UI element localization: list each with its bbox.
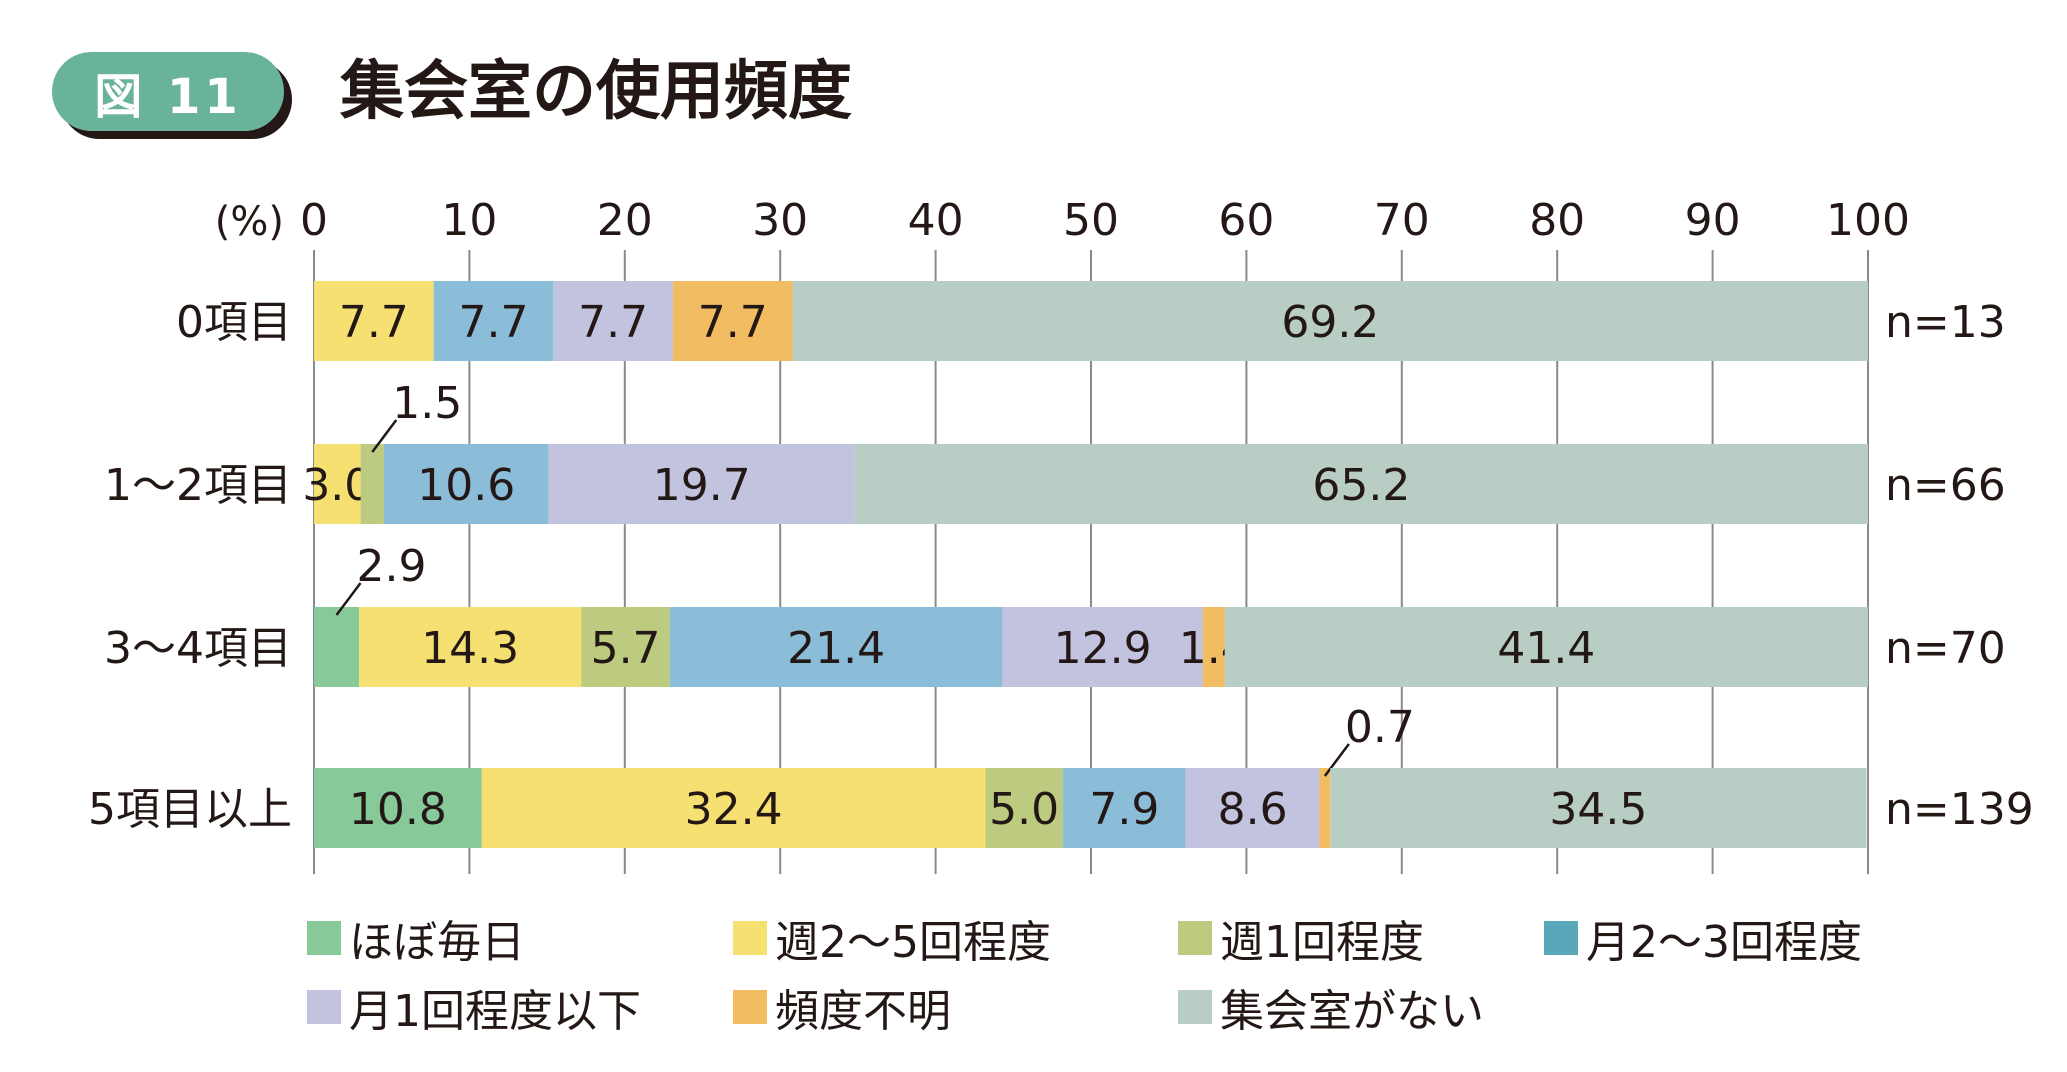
- callout-line: [1323, 743, 1350, 777]
- data-label: 7.7: [339, 297, 409, 348]
- legend-item: 月2～3回程度: [1544, 906, 1862, 970]
- category-label: 1～2項目: [104, 460, 292, 511]
- legend-swatch: [307, 921, 341, 955]
- legend-item: 週1回程度: [1178, 906, 1424, 970]
- callout-line: [371, 419, 398, 453]
- category-label: 0項目: [176, 297, 292, 348]
- bar-segment: [548, 444, 855, 524]
- x-tick-label: 20: [597, 195, 653, 246]
- data-label: 1.5: [392, 378, 462, 429]
- x-tick-label: 50: [1063, 195, 1119, 246]
- bar-segment: [314, 607, 360, 687]
- bar-segment: [314, 444, 361, 524]
- bar-segment: [669, 607, 1003, 687]
- x-tick-label: 0: [300, 195, 328, 246]
- bar-segment: [1319, 768, 1331, 848]
- x-tick-label: 40: [908, 195, 964, 246]
- bar-segment: [359, 607, 582, 687]
- x-tick-label: 30: [752, 195, 808, 246]
- bar-segment: [360, 444, 384, 524]
- data-label: 41.4: [1497, 623, 1595, 674]
- x-tick-label: 10: [441, 195, 497, 246]
- legend-label: ほぼ毎日: [349, 917, 525, 968]
- category-label: 3～4項目: [104, 623, 292, 674]
- data-label: 21.4: [787, 623, 885, 674]
- n-label: n=66: [1885, 460, 2006, 511]
- data-label: 2.9: [357, 541, 427, 592]
- data-label: 10.6: [417, 460, 515, 511]
- bar-segment: [481, 768, 986, 848]
- bar-segment: [1185, 768, 1320, 848]
- data-label: 8.6: [1218, 784, 1288, 835]
- data-label: 65.2: [1312, 460, 1410, 511]
- bar-segment: [854, 444, 1868, 524]
- bar-segment: [1224, 607, 1868, 687]
- legend-label: 週2～5回程度: [775, 917, 1051, 968]
- legend-label: 月1回程度以下: [349, 986, 641, 1037]
- legend-item: 月1回程度以下: [307, 975, 641, 1039]
- bar-segment: [433, 281, 554, 361]
- legend-label: 集会室がない: [1220, 986, 1484, 1037]
- bar-segment: [553, 281, 673, 361]
- x-tick-label: 100: [1826, 195, 1910, 246]
- n-label: n=70: [1885, 623, 2006, 674]
- data-label: 12.9: [1054, 623, 1152, 674]
- data-label: 7.7: [698, 297, 768, 348]
- category-label: 5項目以上: [88, 784, 292, 835]
- bar-segment: [672, 281, 793, 361]
- data-label: 10.8: [349, 784, 447, 835]
- legend-label: 頻度不明: [775, 986, 951, 1037]
- bar-segment: [383, 444, 549, 524]
- x-tick-label: 70: [1374, 195, 1430, 246]
- legend-swatch: [1178, 921, 1212, 955]
- data-label: 14.3: [421, 623, 519, 674]
- bar-segment: [314, 768, 482, 848]
- chart-title: 集会室の使用頻度: [340, 55, 852, 129]
- data-label: 7.9: [1089, 784, 1159, 835]
- bar-segment: [985, 768, 1064, 848]
- legend-item: 集会室がない: [1178, 975, 1484, 1039]
- callout-line: [335, 582, 362, 616]
- bar-segment: [581, 607, 670, 687]
- legend-item: 頻度不明: [733, 975, 951, 1039]
- data-label: 5.0: [989, 784, 1059, 835]
- legend-swatch: [1544, 921, 1578, 955]
- legend-swatch: [733, 990, 767, 1024]
- legend-swatch: [1178, 990, 1212, 1024]
- data-label: 7.7: [578, 297, 648, 348]
- bar-segment: [314, 281, 434, 361]
- bar-segment: [1202, 607, 1225, 687]
- data-label: 5.7: [591, 623, 661, 674]
- n-label: n=139: [1885, 784, 2034, 835]
- data-label: 69.2: [1281, 297, 1379, 348]
- data-label: 7.7: [458, 297, 528, 348]
- data-label: 0.7: [1345, 702, 1415, 753]
- legend-label: 月2～3回程度: [1586, 917, 1862, 968]
- bar-segment: [1002, 607, 1203, 687]
- x-tick-label: 90: [1685, 195, 1741, 246]
- legend-item: ほぼ毎日: [307, 906, 525, 970]
- legend-swatch: [307, 990, 341, 1024]
- legend-item: 週2～5回程度: [733, 906, 1051, 970]
- data-label: 19.7: [653, 460, 751, 511]
- n-label: n=13: [1885, 297, 2006, 348]
- bar-segment: [1063, 768, 1186, 848]
- x-axis-unit: (%): [215, 199, 284, 245]
- x-tick-label: 60: [1218, 195, 1274, 246]
- legend-swatch: [733, 921, 767, 955]
- legend-label: 週1回程度: [1220, 917, 1424, 968]
- data-label: 32.4: [685, 784, 783, 835]
- bar-segment: [792, 281, 1868, 361]
- figure-badge: 図 11: [52, 52, 284, 131]
- x-tick-label: 80: [1529, 195, 1585, 246]
- bar-segment: [1330, 768, 1867, 848]
- data-label: 34.5: [1549, 784, 1647, 835]
